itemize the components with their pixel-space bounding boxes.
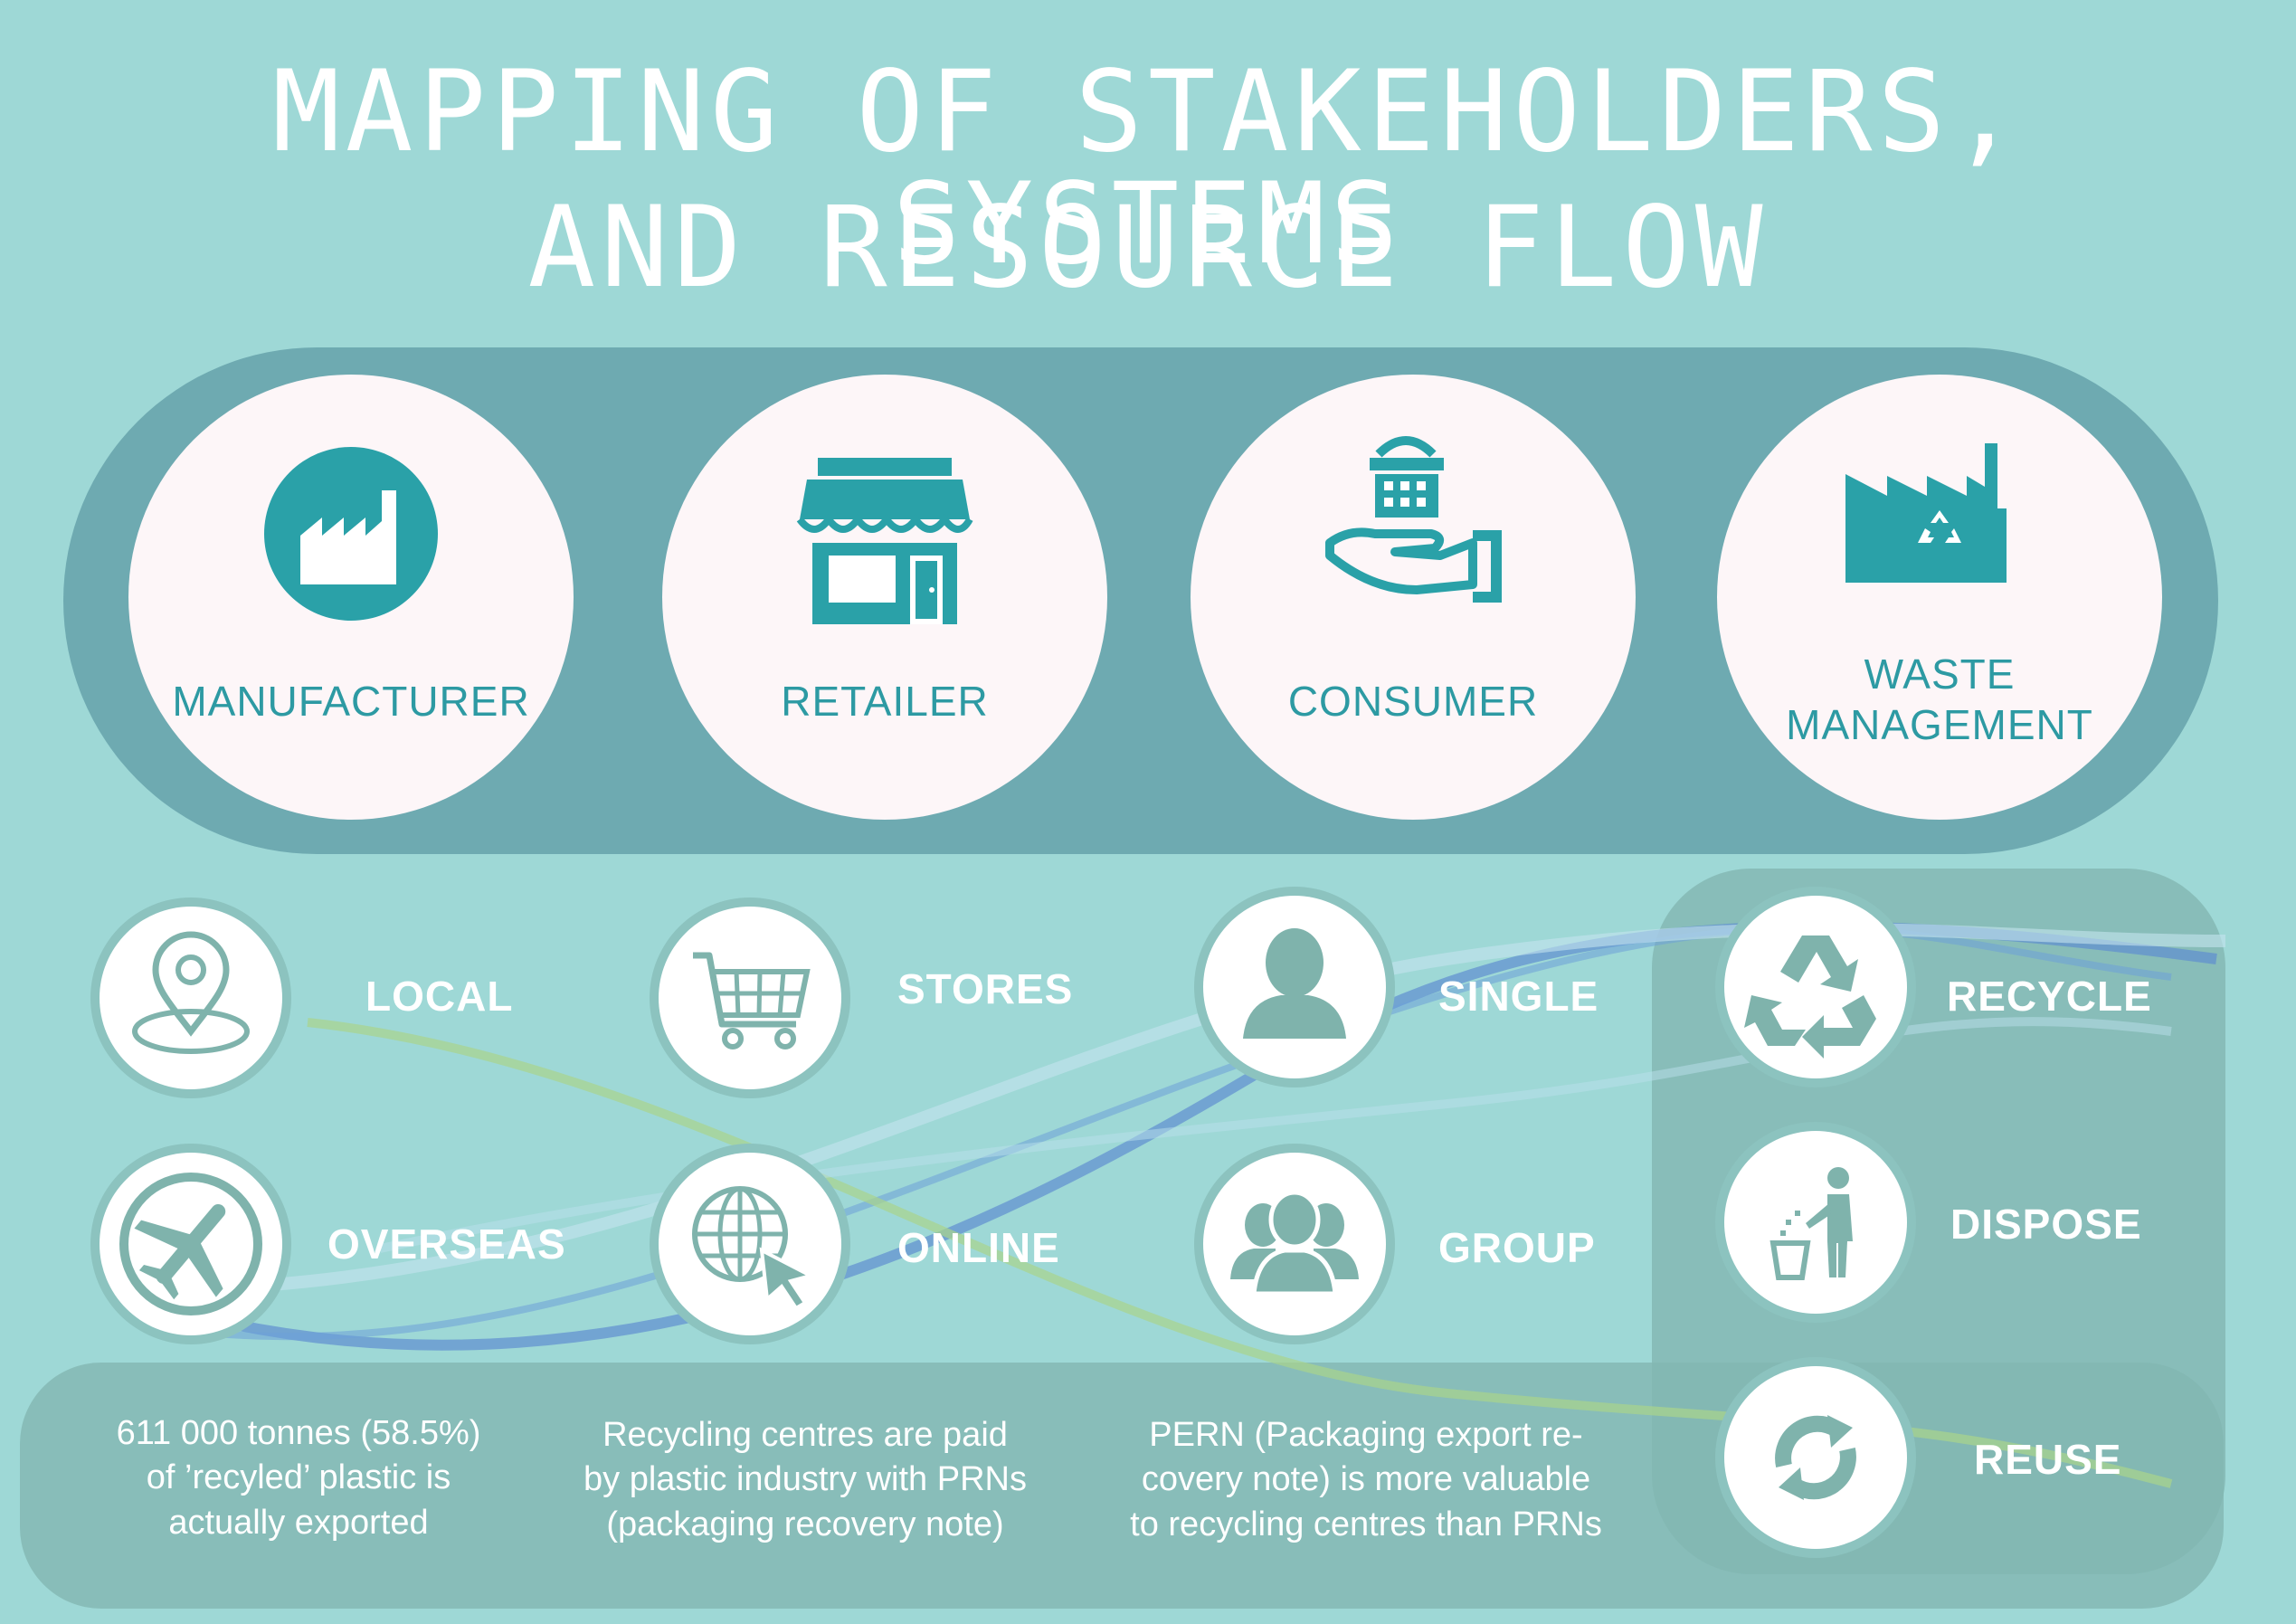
title-line-1: MAPPING OF STAKEHOLDERS, SYSTEMS <box>272 47 2024 290</box>
option-dispose <box>1715 1122 1916 1323</box>
stakeholder-label-line-2: MANAGEMENT <box>1786 701 2093 748</box>
option-label: GROUP <box>1438 1224 1596 1271</box>
option-stores <box>650 897 850 1098</box>
option-label: REUSE <box>1974 1436 2122 1483</box>
recycling-factory-icon <box>1845 443 2007 583</box>
option-label: STORES <box>897 965 1074 1012</box>
stakeholder-label-line-1: WASTE <box>1864 651 2016 698</box>
stakeholder-consumer: CONSUMER <box>1191 375 1636 820</box>
note-line: to recycling centres than PRNs <box>1130 1505 1602 1543</box>
option-recycle <box>1715 887 1916 1087</box>
option-label: DISPOSE <box>1950 1201 2142 1248</box>
option-local <box>90 897 291 1098</box>
option-label: SINGLE <box>1438 973 1599 1020</box>
option-online <box>650 1144 850 1344</box>
note-line: PERN (Packaging export re- <box>1149 1416 1583 1454</box>
note-line: (packaging recovery note) <box>606 1505 1004 1543</box>
stakeholder-manufacturer: MANUFACTURER <box>128 375 574 820</box>
option-single <box>1194 887 1395 1087</box>
location-pin-icon <box>132 931 250 1054</box>
note-line: actually exported <box>168 1503 429 1542</box>
stakeholder-waste-management: WASTE MANAGEMENT <box>1717 375 2162 820</box>
note-exported-plastic: 611 000 tonnes (58.5%) of ’recyled’ plas… <box>27 1411 570 1545</box>
note-line: by plastic industry with PRNs <box>583 1460 1027 1499</box>
option-group <box>1194 1144 1395 1344</box>
shopping-cart-icon <box>693 952 811 1049</box>
note-prn-payment: Recycling centres are paid by plastic in… <box>525 1413 1086 1547</box>
stakeholder-label: CONSUMER <box>1287 678 1539 725</box>
note-line: of ’recyled’ plastic is <box>146 1458 451 1497</box>
note-line: covery note) is more valuable <box>1141 1460 1591 1499</box>
option-reuse <box>1715 1357 1916 1558</box>
reuse-arrows-icon <box>1775 1415 1856 1500</box>
option-overseas <box>90 1144 291 1344</box>
option-label: RECYCLE <box>1947 973 2152 1020</box>
recycle-icon <box>1744 935 1876 1059</box>
note-line: 611 000 tonnes (58.5%) <box>116 1414 481 1452</box>
note-line: Recycling centres are paid <box>602 1416 1008 1454</box>
option-label: LOCAL <box>365 973 514 1020</box>
group-icon <box>1230 1190 1359 1296</box>
person-icon <box>1243 928 1346 1039</box>
airplane-icon <box>119 1173 262 1315</box>
globe-cursor-icon <box>692 1186 816 1311</box>
option-label: OVERSEAS <box>327 1220 566 1268</box>
stakeholder-label: RETAILER <box>781 678 989 725</box>
trash-dispose-icon <box>1769 1167 1853 1280</box>
option-label: ONLINE <box>897 1224 1060 1271</box>
stakeholder-label: MANUFACTURER <box>172 678 530 725</box>
stakeholder-retailer: RETAILER <box>662 375 1107 820</box>
storefront-icon <box>796 458 973 624</box>
factory-icon <box>264 447 438 621</box>
note-pern-value: PERN (Packaging export re- covery note) … <box>1086 1413 1646 1547</box>
hand-basket-icon <box>1325 436 1502 603</box>
title-line-2: AND RESOURCE FLOW <box>527 183 1769 313</box>
